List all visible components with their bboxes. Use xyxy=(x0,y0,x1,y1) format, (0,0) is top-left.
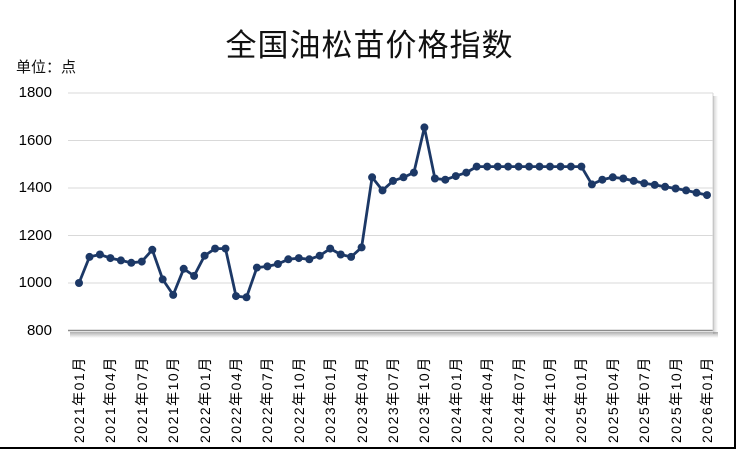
data-point-marker xyxy=(315,251,324,260)
data-point-marker xyxy=(211,244,220,253)
data-point-marker xyxy=(232,292,240,301)
data-point-marker xyxy=(95,250,104,259)
chart-title: 全国油松苗价格指数 xyxy=(225,28,514,63)
y-tick-label: 1600 xyxy=(18,131,52,149)
data-point-marker xyxy=(179,264,188,273)
data-point-marker xyxy=(598,175,607,184)
data-point-marker xyxy=(441,175,450,184)
data-point-marker xyxy=(504,162,513,171)
data-point-marker xyxy=(556,162,565,171)
data-point-marker xyxy=(273,260,282,268)
y-tick-label: 1800 xyxy=(18,84,52,101)
data-point-marker xyxy=(190,271,199,280)
data-point-marker xyxy=(661,182,670,191)
data-point-marker xyxy=(127,258,136,267)
data-point-marker xyxy=(587,180,596,189)
data-point-marker xyxy=(305,255,314,264)
data-point-marker xyxy=(640,179,649,188)
y-tick-label: 800 xyxy=(26,321,52,339)
data-point-marker xyxy=(326,244,335,253)
y-tick-label: 1000 xyxy=(18,274,52,291)
data-point-marker xyxy=(252,263,261,272)
data-point-marker xyxy=(546,162,554,171)
data-point-marker xyxy=(525,162,534,171)
data-point-marker xyxy=(430,174,439,183)
data-point-marker xyxy=(608,173,617,182)
data-point-marker xyxy=(85,252,94,261)
data-point-marker xyxy=(200,251,209,260)
data-point-marker xyxy=(462,168,471,177)
data-point-marker xyxy=(650,180,659,189)
data-point-marker xyxy=(242,293,251,302)
data-point-marker xyxy=(420,123,429,132)
data-point-marker xyxy=(347,252,356,261)
data-point-marker xyxy=(106,254,115,263)
data-point-marker xyxy=(399,173,408,182)
data-point-marker xyxy=(378,186,387,195)
data-point-marker xyxy=(472,162,481,171)
data-point-marker xyxy=(619,174,628,183)
axis-unit-label: 单位：点 xyxy=(16,59,77,76)
data-point-marker xyxy=(535,162,544,171)
data-point-marker xyxy=(483,162,492,171)
data-point-marker xyxy=(451,172,460,181)
data-point-marker xyxy=(389,176,397,185)
data-point-marker xyxy=(629,176,638,185)
data-point-marker xyxy=(566,162,575,171)
data-point-marker xyxy=(75,279,83,287)
plot-right-shadow xyxy=(713,96,718,334)
data-point-marker xyxy=(263,262,272,271)
data-point-marker xyxy=(148,245,157,254)
data-point-marker xyxy=(514,162,523,171)
data-point-marker xyxy=(336,250,345,259)
data-point-marker xyxy=(703,191,711,200)
axis-shadow xyxy=(70,332,718,338)
data-point-marker xyxy=(137,257,146,266)
data-point-marker xyxy=(357,243,366,252)
data-point-marker xyxy=(577,162,586,171)
data-point-marker xyxy=(284,255,293,264)
y-tick-label: 1200 xyxy=(18,226,52,244)
data-point-marker xyxy=(368,173,377,182)
data-point-marker xyxy=(169,290,178,299)
data-point-marker xyxy=(493,162,502,171)
data-point-marker xyxy=(409,168,418,177)
data-point-marker xyxy=(294,254,303,263)
data-point-marker xyxy=(692,188,701,197)
data-point-marker xyxy=(682,186,691,195)
data-point-marker xyxy=(116,256,125,265)
data-point-marker xyxy=(221,244,230,253)
data-point-marker xyxy=(671,184,680,193)
y-tick-label: 1400 xyxy=(18,179,52,196)
data-point-marker xyxy=(158,275,167,284)
